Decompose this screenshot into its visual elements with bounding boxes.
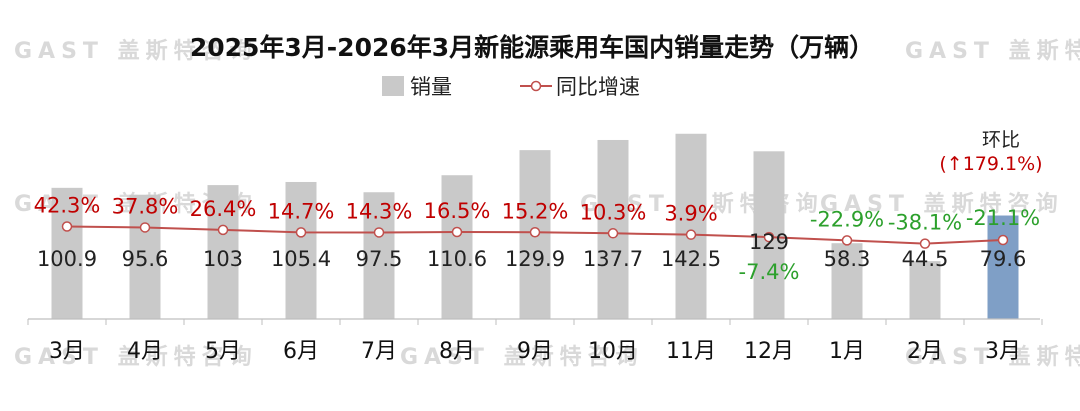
bar-value-labels: 100.9 95.6 103 105.4 97.5 110.6 129.9 137.7 142.… <box>37 230 1026 271</box>
growth-value-labels: 42.3% 37.8% 26.4% 14.7% 14.3% 16.5% 15.2% 10.3%… <box>34 193 1041 284</box>
bar-value-label-12: 44.5 <box>902 247 949 271</box>
bar-value-label-13: 79.6 <box>980 247 1027 271</box>
x-label-1: 3月 <box>49 339 85 364</box>
bar-6 <box>441 175 473 319</box>
growth-marker-9 <box>685 229 697 240</box>
legend: 销量 同比增速 <box>382 75 640 99</box>
growth-label-13: -21.1% <box>966 206 1040 230</box>
bar-value-label-2: 95.6 <box>122 247 169 271</box>
x-label-12: 2月 <box>907 339 943 364</box>
bar-value-label-7: 129.9 <box>505 247 565 271</box>
growth-label-3: 26.4% <box>190 197 257 221</box>
bar-1 <box>51 187 83 319</box>
bar-value-label-3: 103 <box>203 247 243 271</box>
bar-value-label-9: 142.5 <box>661 247 721 271</box>
bar-9 <box>675 133 707 319</box>
bar-5 <box>363 192 395 319</box>
growth-marker-6 <box>451 226 463 238</box>
x-label-2: 4月 <box>127 339 163 364</box>
watermark-text: GAST 盖斯特咨询 <box>400 344 644 370</box>
bar-value-label-5: 97.5 <box>356 247 403 271</box>
watermark-text: GAST 盖斯特咨询 <box>905 38 1080 64</box>
bar-value-label-11: 58.3 <box>824 247 871 271</box>
growth-label-9: 3.9% <box>664 202 717 226</box>
x-label-8: 10月 <box>588 339 638 364</box>
x-label-11: 1月 <box>829 339 865 364</box>
growth-marker-4 <box>295 227 307 238</box>
watermark-text: GAST 盖斯特咨询 <box>14 38 258 64</box>
growth-label-2: 37.8% <box>112 194 179 218</box>
watermark-text: GAST 盖斯特咨询 <box>820 191 1064 217</box>
growth-label-4: 14.7% <box>268 199 335 223</box>
growth-marker-12 <box>919 238 931 249</box>
bar-value-label-10: 129 <box>749 230 789 254</box>
legend-bar-swatch <box>382 76 404 96</box>
bar-12 <box>909 261 941 319</box>
growth-marker-2 <box>139 222 151 233</box>
x-label-6: 8月 <box>439 339 475 364</box>
legend-bar-label: 销量 <box>410 75 452 99</box>
x-label-4: 6月 <box>283 339 319 364</box>
bar-3 <box>207 185 239 319</box>
mom-annotation-value: (↑179.1%) <box>939 153 1042 175</box>
legend-line-marker <box>530 80 542 92</box>
growth-marker-5 <box>373 227 385 238</box>
growth-marker-10 <box>763 231 775 243</box>
growth-marker-11 <box>841 235 853 246</box>
x-label-5: 7月 <box>361 339 397 364</box>
bar-2 <box>129 194 161 319</box>
bar-value-label-1: 100.9 <box>37 247 97 271</box>
growth-marker-8 <box>607 228 619 239</box>
x-label-3: 5月 <box>205 339 241 364</box>
mom-annotation-label: 环比 <box>982 129 1020 151</box>
bar-4 <box>285 181 317 319</box>
growth-marker-3 <box>217 224 229 236</box>
legend-line-label: 同比增速 <box>556 75 640 99</box>
growth-marker-7 <box>529 227 541 238</box>
x-label-9: 11月 <box>666 339 716 364</box>
x-axis-ticks <box>27 319 1043 325</box>
growth-marker-13 <box>997 234 1009 246</box>
growth-label-6: 16.5% <box>424 199 491 223</box>
x-label-7: 9月 <box>517 339 553 364</box>
bar-13 <box>987 215 1019 319</box>
line-series <box>61 221 1009 249</box>
bar-value-label-8: 137.7 <box>583 247 643 271</box>
bar-series <box>51 133 1019 319</box>
growth-label-12: -38.1% <box>888 211 962 235</box>
x-axis-labels: 3月 4月 5月 6月 7月 8月 9月 10月 11月 12月 1月 2月 3月 <box>49 339 1021 364</box>
x-label-13: 3月 <box>985 339 1021 364</box>
growth-label-8: 10.3% <box>580 200 647 224</box>
bar-value-label-4: 105.4 <box>271 247 331 271</box>
x-label-10: 12月 <box>744 339 794 364</box>
chart-title: 2025年3月-2026年3月新能源乘用车国内销量走势（万辆） <box>190 33 874 62</box>
watermark-text: GAST 盖斯特咨询 <box>14 344 258 370</box>
watermark-text: GAST 盖斯特咨询 <box>905 344 1080 370</box>
growth-label-10: -7.4% <box>739 260 800 284</box>
growth-label-7: 15.2% <box>502 199 569 223</box>
bar-value-label-6: 110.6 <box>427 247 487 271</box>
growth-marker-1 <box>61 221 73 232</box>
growth-label-1: 42.3% <box>34 193 101 217</box>
bar-11 <box>831 243 863 319</box>
growth-label-5: 14.3% <box>346 199 413 223</box>
growth-label-11: -22.9% <box>810 207 884 231</box>
